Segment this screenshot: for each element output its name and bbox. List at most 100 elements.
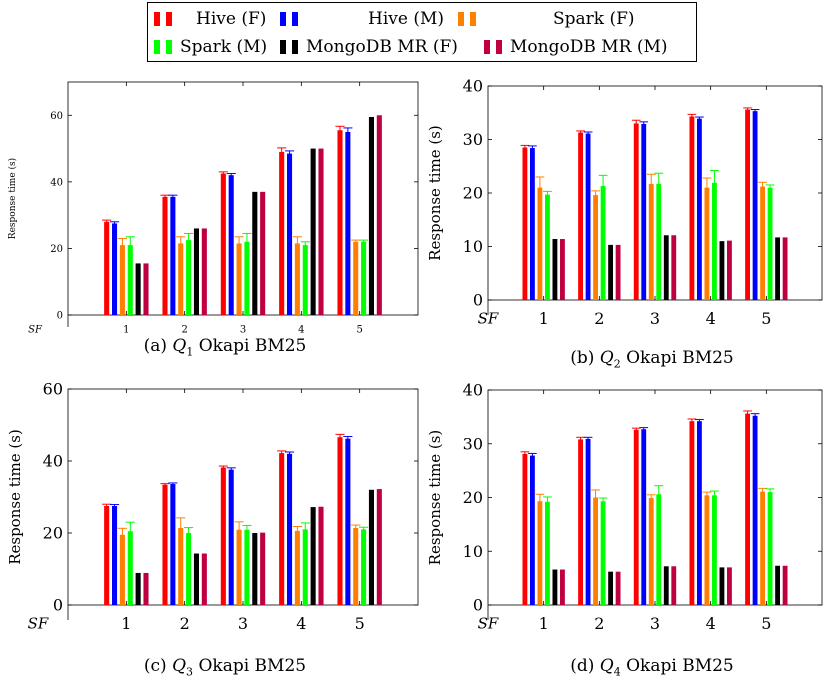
swatch-bar-b <box>496 40 502 54</box>
y-tick-label: 0 <box>473 596 483 615</box>
legend-label: MongoDB MR (M) <box>510 37 668 57</box>
caption-prefix: (a) <box>143 336 173 356</box>
bar <box>671 566 677 605</box>
bar <box>648 498 654 605</box>
bar <box>671 235 677 300</box>
bar <box>719 567 725 605</box>
caption-q: Q <box>172 336 187 356</box>
bar <box>593 195 599 300</box>
bar <box>193 228 200 315</box>
y-axis-label: Response time (s) <box>7 158 18 239</box>
bar <box>186 240 192 315</box>
bar <box>727 567 732 605</box>
bar <box>696 421 702 605</box>
caption-suffix: Okapi BM25 <box>620 348 734 368</box>
y-tick-label: 20 <box>43 524 63 543</box>
bar <box>775 565 781 605</box>
bar <box>178 527 184 605</box>
bar <box>170 196 176 315</box>
x-tick-label: 2 <box>180 614 190 633</box>
y-tick-label: 0 <box>57 311 63 322</box>
bar <box>704 495 710 605</box>
legend-swatch <box>458 12 478 26</box>
bar <box>522 147 528 300</box>
legend-label: Spark (M) <box>180 37 268 57</box>
bar <box>220 467 226 605</box>
bar <box>294 243 300 315</box>
bar <box>368 116 375 315</box>
bar <box>111 223 118 315</box>
bar <box>279 151 285 315</box>
bar <box>656 183 662 300</box>
bar <box>294 530 300 605</box>
bar <box>228 175 234 315</box>
x-tick-label: 5 <box>355 614 365 633</box>
bar <box>318 148 324 315</box>
x-tick-label: 4 <box>706 309 716 328</box>
caption-prefix: (c) <box>143 656 173 676</box>
bar <box>663 566 669 605</box>
bar <box>560 569 565 605</box>
bar <box>633 123 639 300</box>
bar <box>711 495 717 605</box>
bar <box>111 506 118 605</box>
x-tick-label: 1 <box>539 309 549 328</box>
x-tick-label: 2 <box>594 309 604 328</box>
bar <box>711 182 717 300</box>
bar <box>752 111 758 301</box>
bar <box>119 245 125 315</box>
bar <box>522 453 528 605</box>
legend-label: Hive (M) <box>368 9 445 29</box>
y-tick-label: 20 <box>463 488 483 507</box>
swatch-bar-b <box>292 40 298 54</box>
caption-q: Q <box>172 656 187 676</box>
legend-swatch <box>280 12 300 26</box>
bar <box>368 489 375 605</box>
bar <box>178 243 184 315</box>
bar <box>593 497 599 605</box>
legend: Hive (F) Hive (M) Spark (F) Spark (M) Mo… <box>147 2 697 62</box>
bar <box>236 243 242 315</box>
bar <box>345 438 351 605</box>
y-tick-label: 10 <box>463 237 483 256</box>
bar <box>228 469 234 605</box>
bar <box>615 571 621 605</box>
bar <box>376 115 382 316</box>
x-axis-label: SF <box>28 614 49 632</box>
swatch-bar-a <box>154 12 160 26</box>
bar <box>727 240 732 300</box>
bar <box>127 245 133 315</box>
bar <box>704 187 710 300</box>
y-axis-label: Response time (s) <box>6 429 24 565</box>
bar <box>337 130 343 315</box>
y-axis-label: Response time (s) <box>426 125 444 261</box>
bar <box>302 529 308 605</box>
swatch-bar-b <box>292 12 298 26</box>
caption-suffix: Okapi BM25 <box>193 336 307 356</box>
legend-label: Hive (F) <box>196 9 267 29</box>
bar <box>689 116 695 301</box>
bar <box>135 263 141 315</box>
bar <box>162 484 168 605</box>
bar <box>236 529 242 605</box>
legend-swatch <box>154 12 174 26</box>
bar <box>353 527 359 605</box>
bar <box>767 187 773 300</box>
caption-prefix: (d) <box>570 656 600 676</box>
bar <box>286 453 293 605</box>
legend-swatch <box>154 40 174 54</box>
swatch-bar-b <box>470 12 476 26</box>
bar <box>537 501 543 605</box>
y-tick-label: 40 <box>463 381 483 400</box>
swatch-bar-a <box>484 40 490 54</box>
bar <box>578 132 583 300</box>
bar <box>260 191 266 315</box>
bar <box>578 439 583 605</box>
bar <box>104 221 110 315</box>
bar <box>143 572 149 605</box>
caption-q: Q <box>599 656 614 676</box>
bar <box>615 244 621 300</box>
bar <box>345 131 351 315</box>
